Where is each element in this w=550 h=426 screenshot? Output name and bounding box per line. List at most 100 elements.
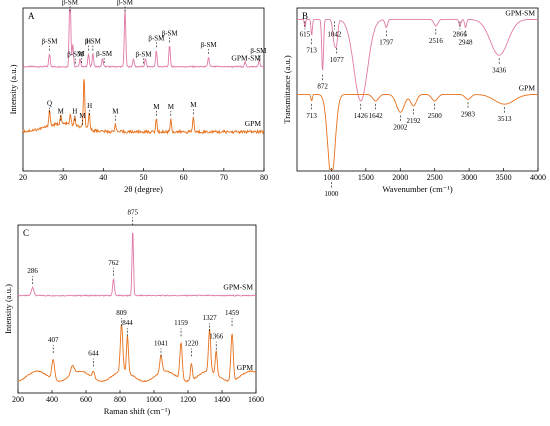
peak-label: 1220 bbox=[184, 339, 199, 347]
x-tick-label: 50 bbox=[140, 173, 148, 182]
series-label: GPM-SM bbox=[223, 283, 253, 292]
peak-label: 2866 bbox=[453, 30, 468, 38]
series-line-gpm-sm bbox=[22, 9, 265, 69]
peak-label: M bbox=[153, 103, 160, 111]
peak-label: 1077 bbox=[330, 56, 345, 64]
x-tick-label: 2500 bbox=[427, 173, 443, 182]
x-tick-label: 200 bbox=[12, 395, 24, 404]
peak-label: 2516 bbox=[429, 37, 444, 45]
peak-label: 2002 bbox=[393, 123, 408, 131]
y-axis-label: Transmittance (a.u.) bbox=[282, 55, 292, 124]
y-axis-label: Intensity (a.u.) bbox=[3, 284, 13, 334]
x-tick-label: 1000 bbox=[146, 395, 162, 404]
peak-label: β-SM bbox=[162, 29, 179, 37]
peak-label: 1327 bbox=[203, 314, 218, 322]
peak-label: 615 bbox=[300, 30, 311, 38]
peak-label: 872 bbox=[317, 83, 328, 91]
peak-label: β-SM bbox=[85, 38, 102, 46]
panel-a bbox=[22, 6, 265, 172]
peak-label: 2192 bbox=[407, 117, 422, 125]
plot-frame bbox=[17, 224, 257, 394]
peak-label: 1000 bbox=[324, 190, 339, 198]
peak-label: M bbox=[79, 50, 86, 58]
peak-label: 2983 bbox=[461, 110, 476, 118]
x-tick-label: 20 bbox=[19, 173, 27, 182]
series-line-gpm-sm bbox=[297, 18, 538, 102]
panel-b bbox=[296, 7, 539, 189]
series-label: GPM bbox=[519, 83, 536, 92]
peak-label: 1041 bbox=[154, 339, 169, 347]
x-tick-label: 1500 bbox=[358, 173, 374, 182]
peak-label: 286 bbox=[27, 267, 38, 275]
peak-label: 3513 bbox=[497, 115, 512, 123]
peak-label: 1042 bbox=[327, 30, 342, 38]
x-tick-label: 3000 bbox=[461, 173, 477, 182]
peak-label: 713 bbox=[306, 47, 317, 55]
x-tick-label: 1600 bbox=[248, 395, 264, 404]
x-tick-label: 70 bbox=[220, 173, 228, 182]
series-line-gpm bbox=[22, 79, 265, 135]
peak-label: 2500 bbox=[428, 112, 443, 120]
x-tick-label: 1000 bbox=[323, 173, 339, 182]
peak-label: 1459 bbox=[225, 309, 240, 317]
peak-label: β-SM bbox=[201, 41, 218, 49]
x-axis-label: Raman shift (cm⁻¹) bbox=[104, 406, 171, 416]
series-line-gpm bbox=[17, 324, 257, 383]
peak-label: β-SM bbox=[67, 51, 84, 59]
peak-label: 407 bbox=[48, 336, 59, 344]
x-axis-label: Wavenumber (cm⁻¹) bbox=[382, 184, 452, 194]
peak-label: 713 bbox=[306, 112, 317, 120]
panel-label: B bbox=[302, 11, 308, 21]
peak-label: M bbox=[79, 112, 86, 120]
plot-frame bbox=[22, 7, 265, 172]
peak-label: 644 bbox=[88, 349, 99, 357]
x-tick-label: 60 bbox=[180, 173, 188, 182]
panel-label: C bbox=[23, 228, 29, 238]
x-tick-label: 30 bbox=[59, 173, 67, 182]
peak-label: Q bbox=[47, 100, 52, 108]
peak-label: 1366 bbox=[209, 333, 224, 341]
peak-label: M bbox=[168, 103, 175, 111]
plot-frame bbox=[296, 7, 539, 172]
x-tick-label: 1400 bbox=[214, 395, 230, 404]
peak-label: H bbox=[72, 108, 77, 116]
peak-label: 875 bbox=[128, 208, 139, 216]
series-line-gpm bbox=[297, 93, 538, 170]
peak-label: M bbox=[190, 101, 197, 109]
x-tick-label: 2000 bbox=[392, 173, 408, 182]
x-tick-label: 600 bbox=[80, 395, 92, 404]
series-label: GPM bbox=[237, 363, 254, 372]
x-tick-label: 4000 bbox=[530, 173, 546, 182]
series-label: GPM-SM bbox=[505, 8, 535, 17]
y-axis-label: Intensity (a.u.) bbox=[8, 64, 18, 114]
peak-label: β-SM bbox=[42, 38, 59, 46]
x-tick-label: 80 bbox=[260, 173, 268, 182]
x-axis-label: 2θ (degree) bbox=[124, 184, 163, 194]
series-label: GPM bbox=[245, 119, 262, 128]
peak-label: 1797 bbox=[379, 39, 394, 47]
peak-label: 809 bbox=[116, 309, 127, 317]
peak-label: 2948 bbox=[459, 39, 474, 47]
peak-label: M bbox=[112, 108, 119, 116]
peak-label: β-SM bbox=[148, 34, 165, 42]
peak-label: 844 bbox=[122, 319, 133, 327]
peak-label: β-SM bbox=[62, 0, 79, 7]
peak-label: β-SM bbox=[250, 47, 267, 55]
peak-label: β-SM bbox=[135, 51, 152, 59]
panel-label: A bbox=[28, 11, 35, 21]
peak-label: 1426 bbox=[354, 112, 369, 120]
peak-label: 3436 bbox=[492, 66, 507, 74]
peak-label: β-SM bbox=[96, 50, 113, 58]
peak-label: β-SM bbox=[117, 0, 134, 7]
x-tick-label: 1200 bbox=[180, 395, 196, 404]
peak-label: H bbox=[86, 38, 91, 46]
peak-label: M bbox=[58, 108, 65, 116]
peak-label: 1642 bbox=[369, 112, 384, 120]
peak-label: H bbox=[87, 102, 92, 110]
panel-c bbox=[17, 217, 257, 394]
x-tick-label: 40 bbox=[99, 173, 107, 182]
peak-label: 762 bbox=[108, 259, 119, 267]
x-tick-label: 3500 bbox=[496, 173, 512, 182]
peak-label: 1159 bbox=[174, 319, 188, 327]
